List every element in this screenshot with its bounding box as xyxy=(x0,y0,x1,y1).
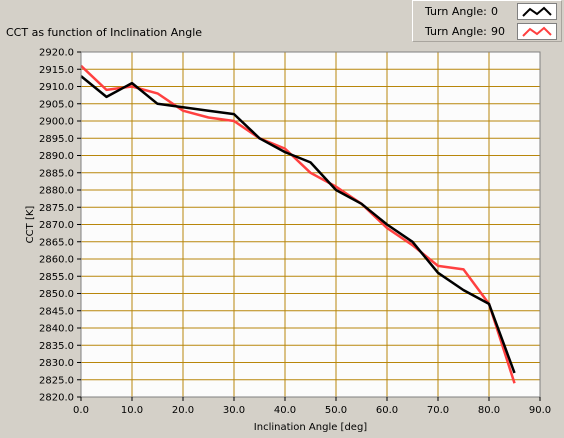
y-tick-label: 2875.0 xyxy=(39,203,74,214)
x-tick-label: 50.0 xyxy=(325,405,347,416)
series-line-turn-angle-0 xyxy=(80,75,516,374)
y-tick-label: 2915.0 xyxy=(39,65,74,76)
x-axis-label: Inclination Angle [deg] xyxy=(254,422,368,433)
series-lines xyxy=(80,64,516,384)
plot-legend[interactable]: Turn Angle: 0 Turn Angle: 90 xyxy=(412,0,562,42)
x-tick-label: 10.0 xyxy=(121,405,143,416)
y-tick-label: 2830.0 xyxy=(39,358,74,369)
y-tick-label: 2895.0 xyxy=(39,134,74,145)
legend-line-icon xyxy=(522,6,552,17)
legend-label: Turn Angle: xyxy=(425,5,487,18)
y-tick-label: 2910.0 xyxy=(39,82,74,93)
y-tick-label: 2865.0 xyxy=(39,237,74,248)
y-tick-label: 2890.0 xyxy=(39,151,74,162)
legend-line-icon xyxy=(522,26,552,37)
x-tick-label: 30.0 xyxy=(223,405,245,416)
x-tick-label: 70.0 xyxy=(427,405,449,416)
x-tick-label: 60.0 xyxy=(376,405,398,416)
y-tick-label: 2840.0 xyxy=(39,324,74,335)
y-tick-label: 2835.0 xyxy=(39,341,74,352)
y-tick-label: 2905.0 xyxy=(39,99,74,110)
grid-lines xyxy=(80,51,541,398)
legend-label: Turn Angle: xyxy=(425,25,487,38)
y-tick-label: 2900.0 xyxy=(39,117,74,128)
x-tick-label: 0.0 xyxy=(73,405,89,416)
y-tick-label: 2870.0 xyxy=(39,220,74,231)
legend-value: 90 xyxy=(491,25,505,38)
y-axis-ticks: 2820.0 2825.0 2830.0 2835.0 2840.0 2845.0 2850… xyxy=(39,48,81,404)
y-tick-label: 2860.0 xyxy=(39,255,74,266)
y-tick-label: 2850.0 xyxy=(39,289,74,300)
y-tick-label: 2920.0 xyxy=(39,48,74,59)
legend-swatch-red[interactable] xyxy=(517,23,557,40)
y-tick-label: 2825.0 xyxy=(39,375,74,386)
x-tick-label: 80.0 xyxy=(478,405,500,416)
y-tick-label: 2845.0 xyxy=(39,306,74,317)
legend-item-turn-angle-90[interactable]: Turn Angle: 90 xyxy=(413,22,563,42)
x-axis-ticks: 0.0 10.0 20.0 30.0 40.0 50.0 60.0 70.0 80.0 90.0 xyxy=(73,397,551,416)
x-tick-label: 40.0 xyxy=(274,405,296,416)
y-axis-label: CCT [K] xyxy=(25,206,36,244)
legend-swatch-black[interactable] xyxy=(517,3,557,20)
y-tick-label: 2880.0 xyxy=(39,186,74,197)
y-tick-label: 2855.0 xyxy=(39,272,74,283)
y-tick-label: 2820.0 xyxy=(39,393,74,404)
legend-value: 0 xyxy=(491,5,498,18)
chart-title: CCT as function of Inclination Angle xyxy=(6,26,203,39)
series-line-turn-angle-90 xyxy=(80,64,516,384)
y-tick-label: 2885.0 xyxy=(39,168,74,179)
x-tick-label: 20.0 xyxy=(172,405,194,416)
x-tick-label: 90.0 xyxy=(529,405,551,416)
legend-item-turn-angle-0[interactable]: Turn Angle: 0 xyxy=(413,2,563,22)
